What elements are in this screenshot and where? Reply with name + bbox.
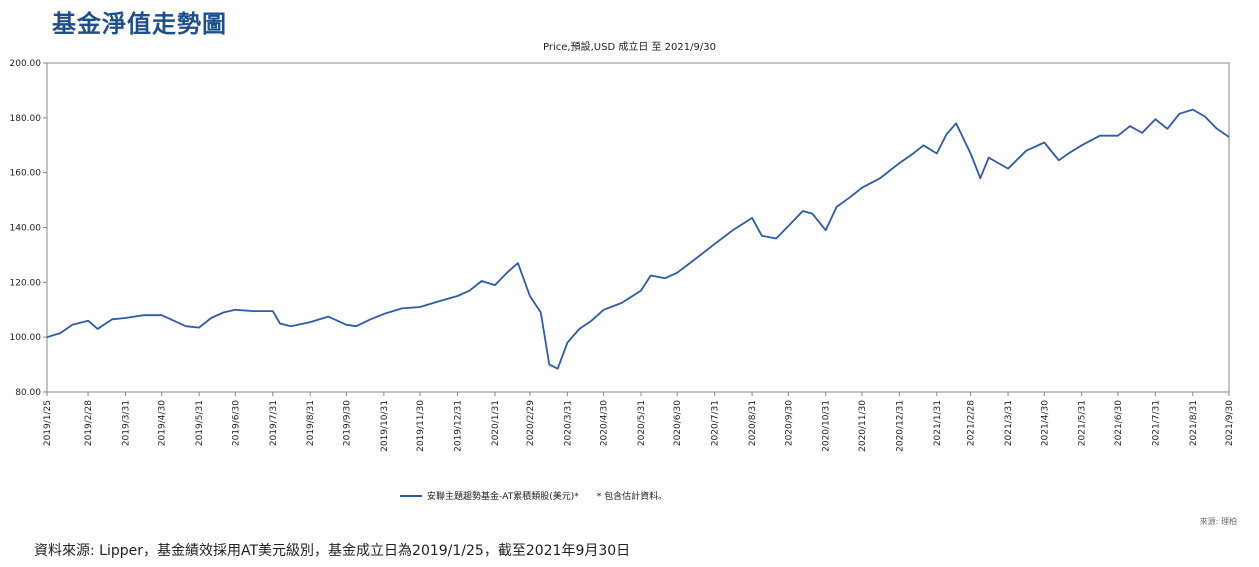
y-tick-label: 160.00 [10,169,42,179]
x-tick-label: 2019/11/30 [416,400,426,452]
y-tick-label: 200.00 [10,59,42,69]
x-tick-label: 2021/1/31 [933,400,943,446]
legend-swatch [400,494,422,497]
y-tick-label: 100.00 [10,333,42,343]
series-line [46,108,1230,370]
y-tick-label: 140.00 [10,224,42,234]
source-label: 來源: 理柏 [1199,517,1237,526]
plot-frame [46,62,1230,393]
x-tick-label: 2020/1/31 [491,400,501,446]
x-tick-label: 2019/12/31 [454,400,464,452]
x-tick-label: 2019/6/30 [231,400,241,446]
x-tick-label: 2020/9/30 [784,400,794,446]
x-tick-label: 2020/5/31 [637,400,647,446]
x-tick-label: 2020/7/31 [711,400,721,446]
y-tick-label: 180.00 [10,114,42,124]
x-tick-label: 2019/5/31 [195,400,205,446]
x-tick-label: 2019/2/28 [84,400,94,446]
x-tick-label: 2020/11/30 [858,400,868,452]
x-tick-label: 2021/7/31 [1151,400,1161,446]
x-tick-label: 2019/7/31 [269,400,279,446]
x-tick-label: 2021/8/31 [1189,400,1199,446]
x-tick-label: 2020/2/29 [526,400,536,446]
legend-note: * 包含估計資料。 [596,492,668,502]
x-tick-label: 2021/4/30 [1040,400,1050,446]
y-tick-label: 80.00 [15,388,41,398]
x-tick-label: 2020/4/30 [600,400,610,446]
chart-subtitle: Price,預設,USD 成立日 至 2021/9/30 [543,42,716,53]
x-tick-label: 2019/4/30 [158,400,168,446]
x-tick-label: 2021/2/28 [967,400,977,446]
x-tick-label: 2020/3/31 [563,400,573,446]
x-tick-label: 2019/10/31 [380,400,390,452]
chart-legend: 安聯主題趨勢基金-AT累積類股(美元)* * 包含估計資料。 [400,489,667,502]
x-tick-label: 2019/8/31 [306,400,316,446]
x-tick-label: 2019/1/25 [43,400,53,446]
x-tick-label: 2020/10/31 [822,400,832,452]
x-tick-label: 2021/6/30 [1114,400,1124,446]
footer-note: 資料來源: Lipper，基金績效採用AT美元級別，基金成立日為2019/1/2… [34,543,631,559]
x-tick-label: 2020/12/31 [895,400,905,452]
y-tick-label: 120.00 [10,278,42,288]
x-tick-label: 2019/9/30 [342,400,352,446]
x-tick-label: 2021/9/30 [1225,400,1235,446]
x-tick-label: 2021/3/31 [1004,400,1014,446]
x-tick-label: 2021/5/31 [1078,400,1088,446]
x-tick-label: 2020/8/31 [748,400,758,446]
x-tick-label: 2019/3/31 [121,400,131,446]
legend-series-label: 安聯主題趨勢基金-AT累積類股(美元)* [427,492,579,502]
page-title: 基金淨值走勢圖 [52,10,227,38]
x-tick-label: 2020/6/30 [673,400,683,446]
